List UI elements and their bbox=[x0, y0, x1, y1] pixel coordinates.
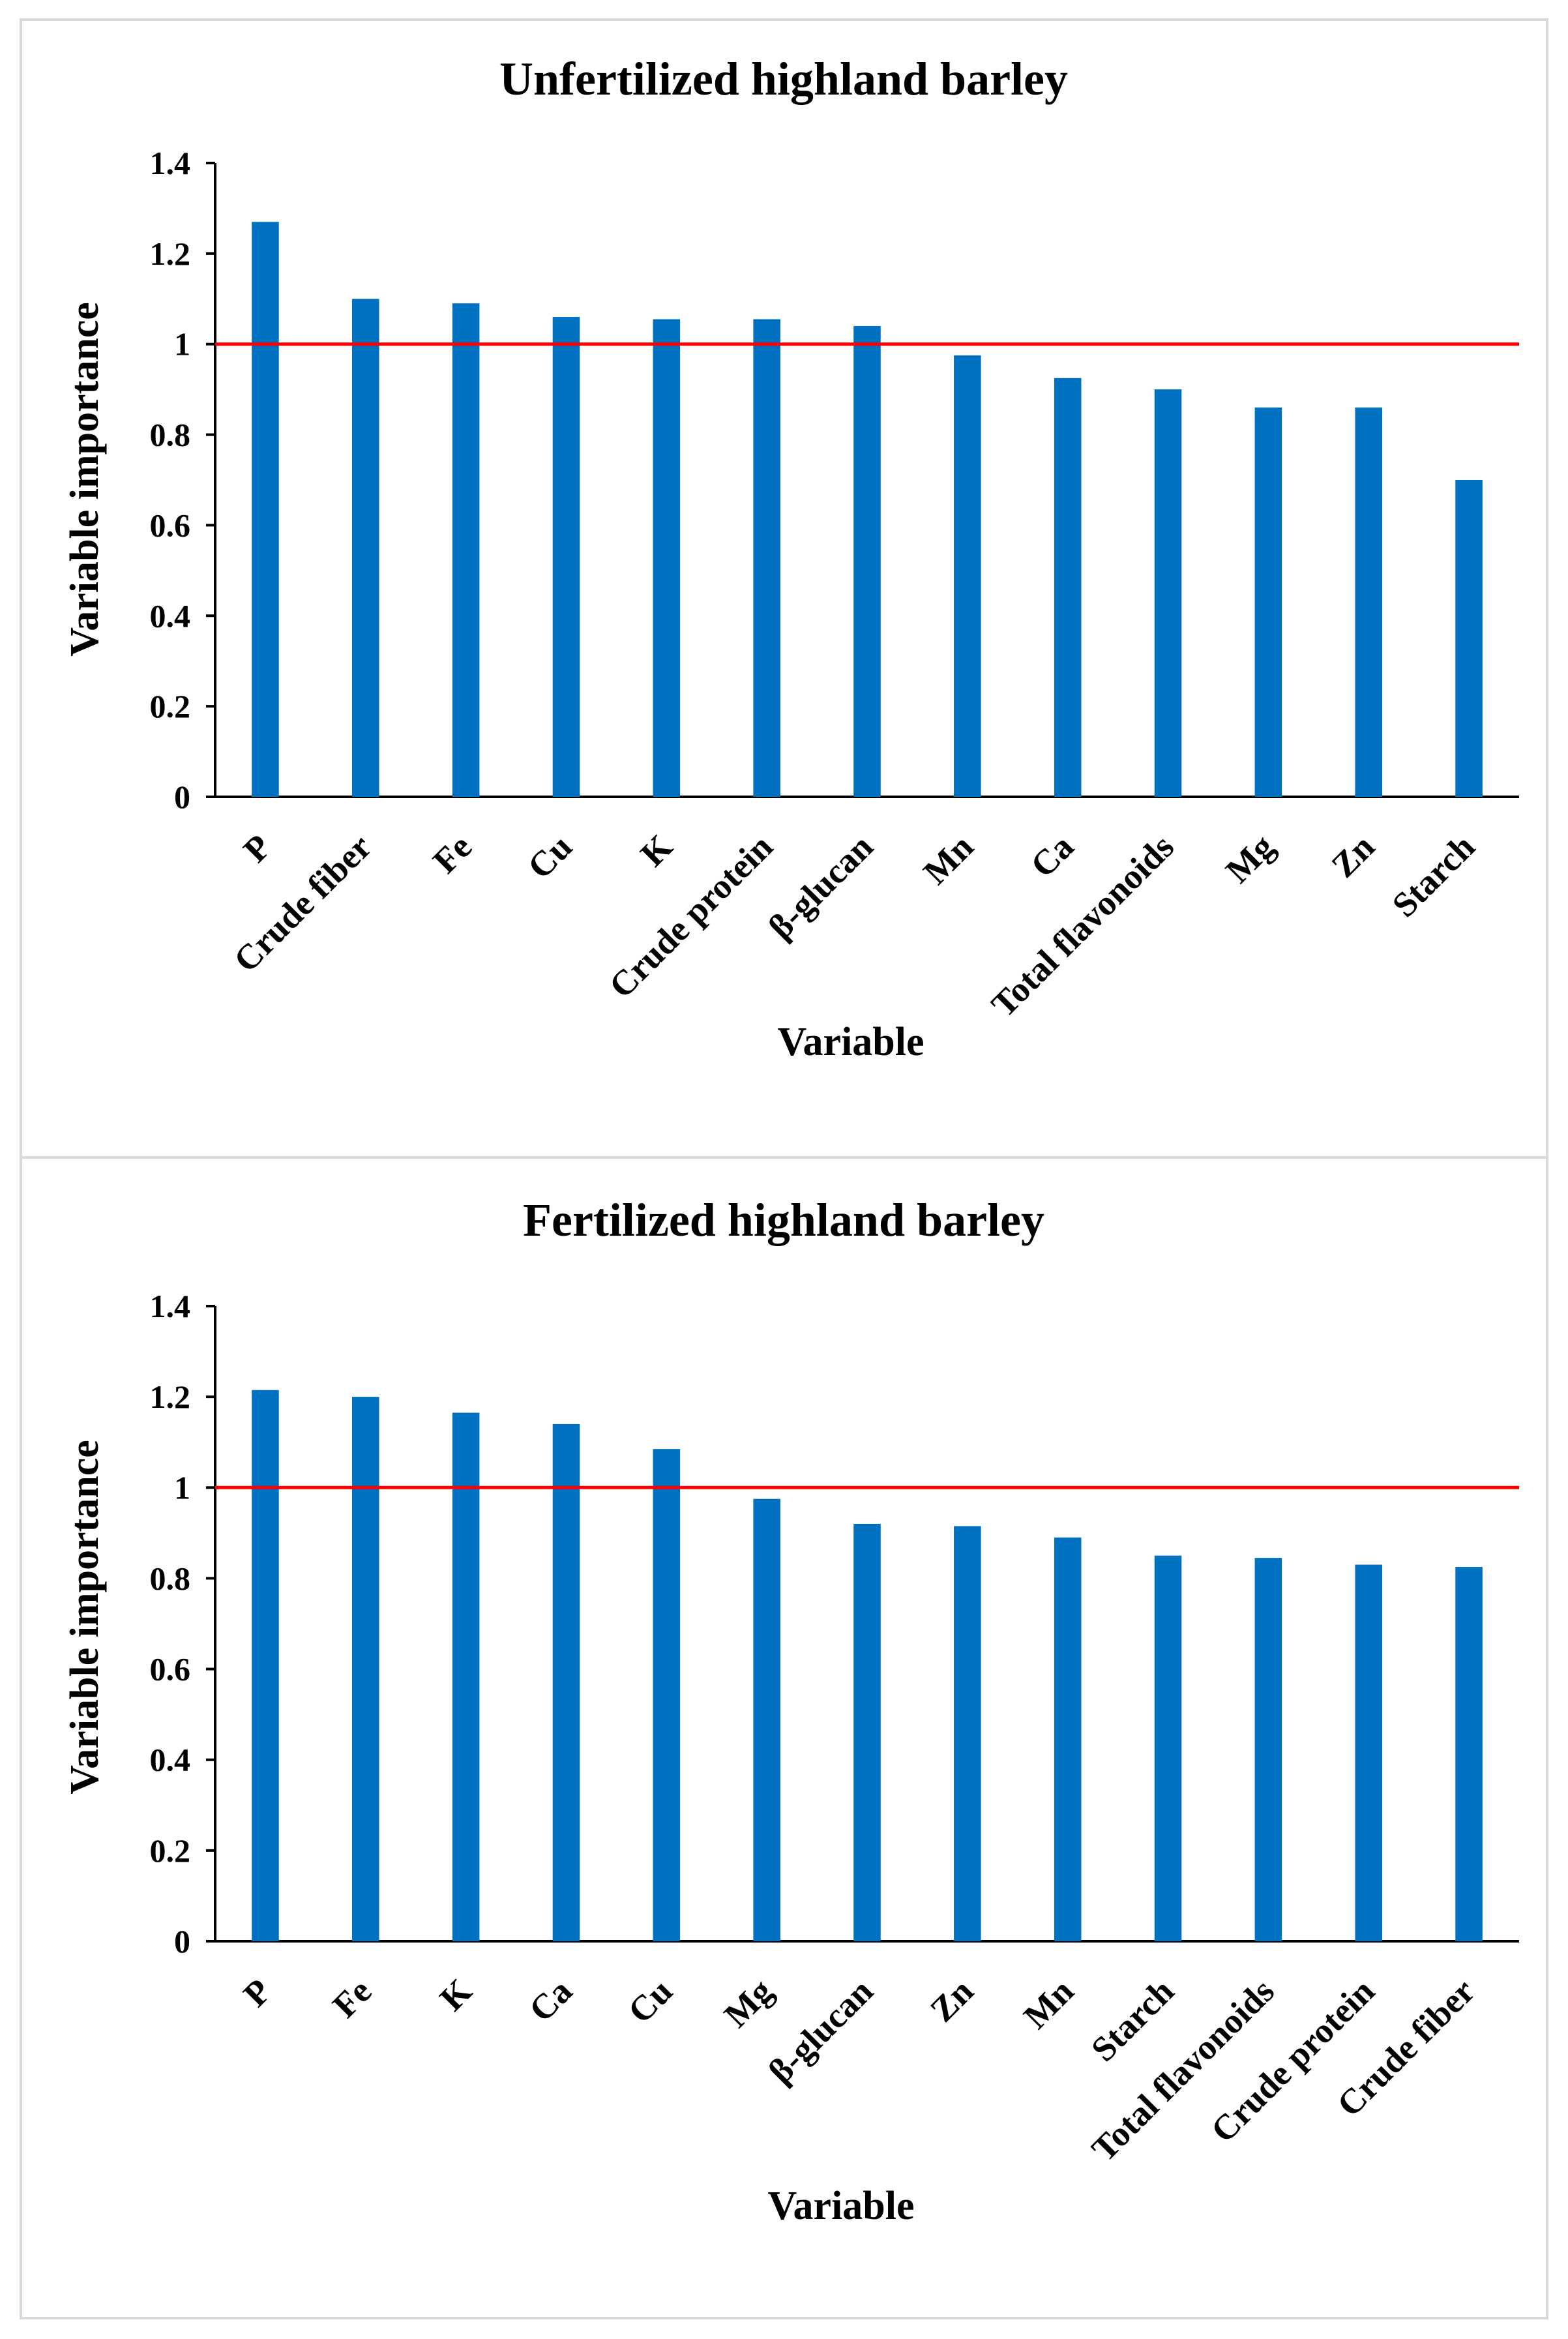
bar bbox=[1254, 1558, 1282, 1941]
y-tick-label: 1.4 bbox=[150, 1288, 191, 1324]
x-tick-label: Total flavonoids bbox=[1084, 1971, 1282, 2169]
y-tick-label: 0.8 bbox=[150, 1560, 191, 1596]
x-tick-label: Ca bbox=[522, 1971, 580, 2029]
bar bbox=[552, 317, 580, 797]
bar bbox=[653, 319, 681, 797]
y-tick-label: 0.8 bbox=[150, 417, 191, 453]
bar bbox=[853, 1523, 881, 1941]
y-axis-label: Variable importance bbox=[63, 1440, 107, 1795]
bar bbox=[1054, 1537, 1082, 1941]
chart-fertilized: Fertilized highland barley Variable impo… bbox=[20, 1156, 1548, 2319]
x-tick-label: K bbox=[633, 827, 680, 874]
bar bbox=[1054, 378, 1082, 797]
panel-border bbox=[20, 18, 1548, 1159]
x-tick-label: Fe bbox=[325, 1971, 379, 2025]
x-tick-label: Cu bbox=[621, 1971, 680, 2031]
y-tick-label: 0.4 bbox=[150, 1742, 191, 1778]
y-tick-label: 1.2 bbox=[150, 1378, 191, 1415]
bar bbox=[1355, 407, 1382, 797]
x-tick-label: β-glucan bbox=[761, 827, 880, 946]
x-axis-label: Variable bbox=[767, 2184, 914, 2228]
bar bbox=[352, 299, 379, 797]
bar bbox=[452, 1412, 480, 1941]
bar bbox=[653, 1449, 681, 1941]
x-tick-label: P bbox=[236, 1971, 279, 2014]
y-tick-label: 0.6 bbox=[150, 1651, 191, 1688]
x-tick-label: Fe bbox=[425, 827, 479, 881]
x-tick-label: Cu bbox=[520, 827, 580, 886]
bar bbox=[252, 1390, 279, 1941]
bar bbox=[1154, 1555, 1182, 1941]
bar bbox=[452, 303, 480, 797]
y-tick-label: 0 bbox=[174, 779, 190, 815]
y-tick-label: 0.2 bbox=[150, 688, 191, 724]
y-tick-label: 0.4 bbox=[150, 597, 191, 634]
plot-area: 0 0.2 0.4 0.6 0.8 1 1.2 1.4 P Fe K Ca Cu Mgβ-glucan Zn… bbox=[150, 1288, 1519, 2169]
bar bbox=[1355, 1564, 1382, 1941]
y-tick-label: 0.6 bbox=[150, 507, 191, 543]
x-tick-label: Mn bbox=[1016, 1971, 1081, 2036]
bar bbox=[1455, 480, 1483, 797]
bar bbox=[853, 325, 881, 797]
bar bbox=[1154, 389, 1182, 797]
y-tick-label: 0.2 bbox=[150, 1832, 191, 1869]
bar bbox=[954, 1526, 981, 1941]
bar bbox=[1254, 407, 1282, 797]
y-tick-label: 1.4 bbox=[150, 145, 191, 181]
y-tick-label: 1 bbox=[174, 1469, 190, 1506]
x-tick-label: Zn bbox=[1324, 827, 1382, 885]
y-tick-label: 1 bbox=[174, 326, 190, 363]
x-axis-label: Variable bbox=[777, 1020, 924, 1064]
y-axis-label: Variable importance bbox=[63, 302, 107, 657]
chart-unfertilized: Unfertilized highland barley Variable im… bbox=[20, 18, 1548, 1159]
x-tick-label: β-glucan bbox=[761, 1971, 880, 2091]
bar bbox=[954, 355, 981, 797]
y-tick-label: 0 bbox=[174, 1923, 190, 1959]
bar bbox=[1455, 1567, 1483, 1941]
x-tick-label: Zn bbox=[923, 1971, 981, 2029]
x-tick-label: Ca bbox=[1023, 827, 1081, 885]
x-tick-label: Mg bbox=[1218, 827, 1282, 891]
x-tick-label: Mg bbox=[717, 1971, 780, 2035]
x-tick-label: Starch bbox=[1385, 827, 1483, 925]
x-tick-label: P bbox=[236, 827, 279, 870]
x-tick-label: Mn bbox=[916, 827, 981, 892]
y-tick-label: 1.2 bbox=[150, 235, 191, 272]
bar bbox=[753, 1498, 780, 1941]
bar bbox=[552, 1423, 580, 1941]
bar bbox=[352, 1397, 379, 1941]
bar bbox=[753, 319, 780, 797]
x-tick-label: Starch bbox=[1084, 1971, 1181, 2069]
x-tick-label: K bbox=[432, 1971, 479, 2018]
panel-border bbox=[20, 1156, 1548, 2319]
chart-title: Fertilized highland barley bbox=[523, 1194, 1044, 1246]
x-tick-label: Total flavonoids bbox=[984, 827, 1181, 1024]
chart-title: Unfertilized highland barley bbox=[499, 53, 1068, 105]
x-tick-label: Crude protein bbox=[602, 827, 780, 1006]
bar bbox=[252, 222, 279, 797]
